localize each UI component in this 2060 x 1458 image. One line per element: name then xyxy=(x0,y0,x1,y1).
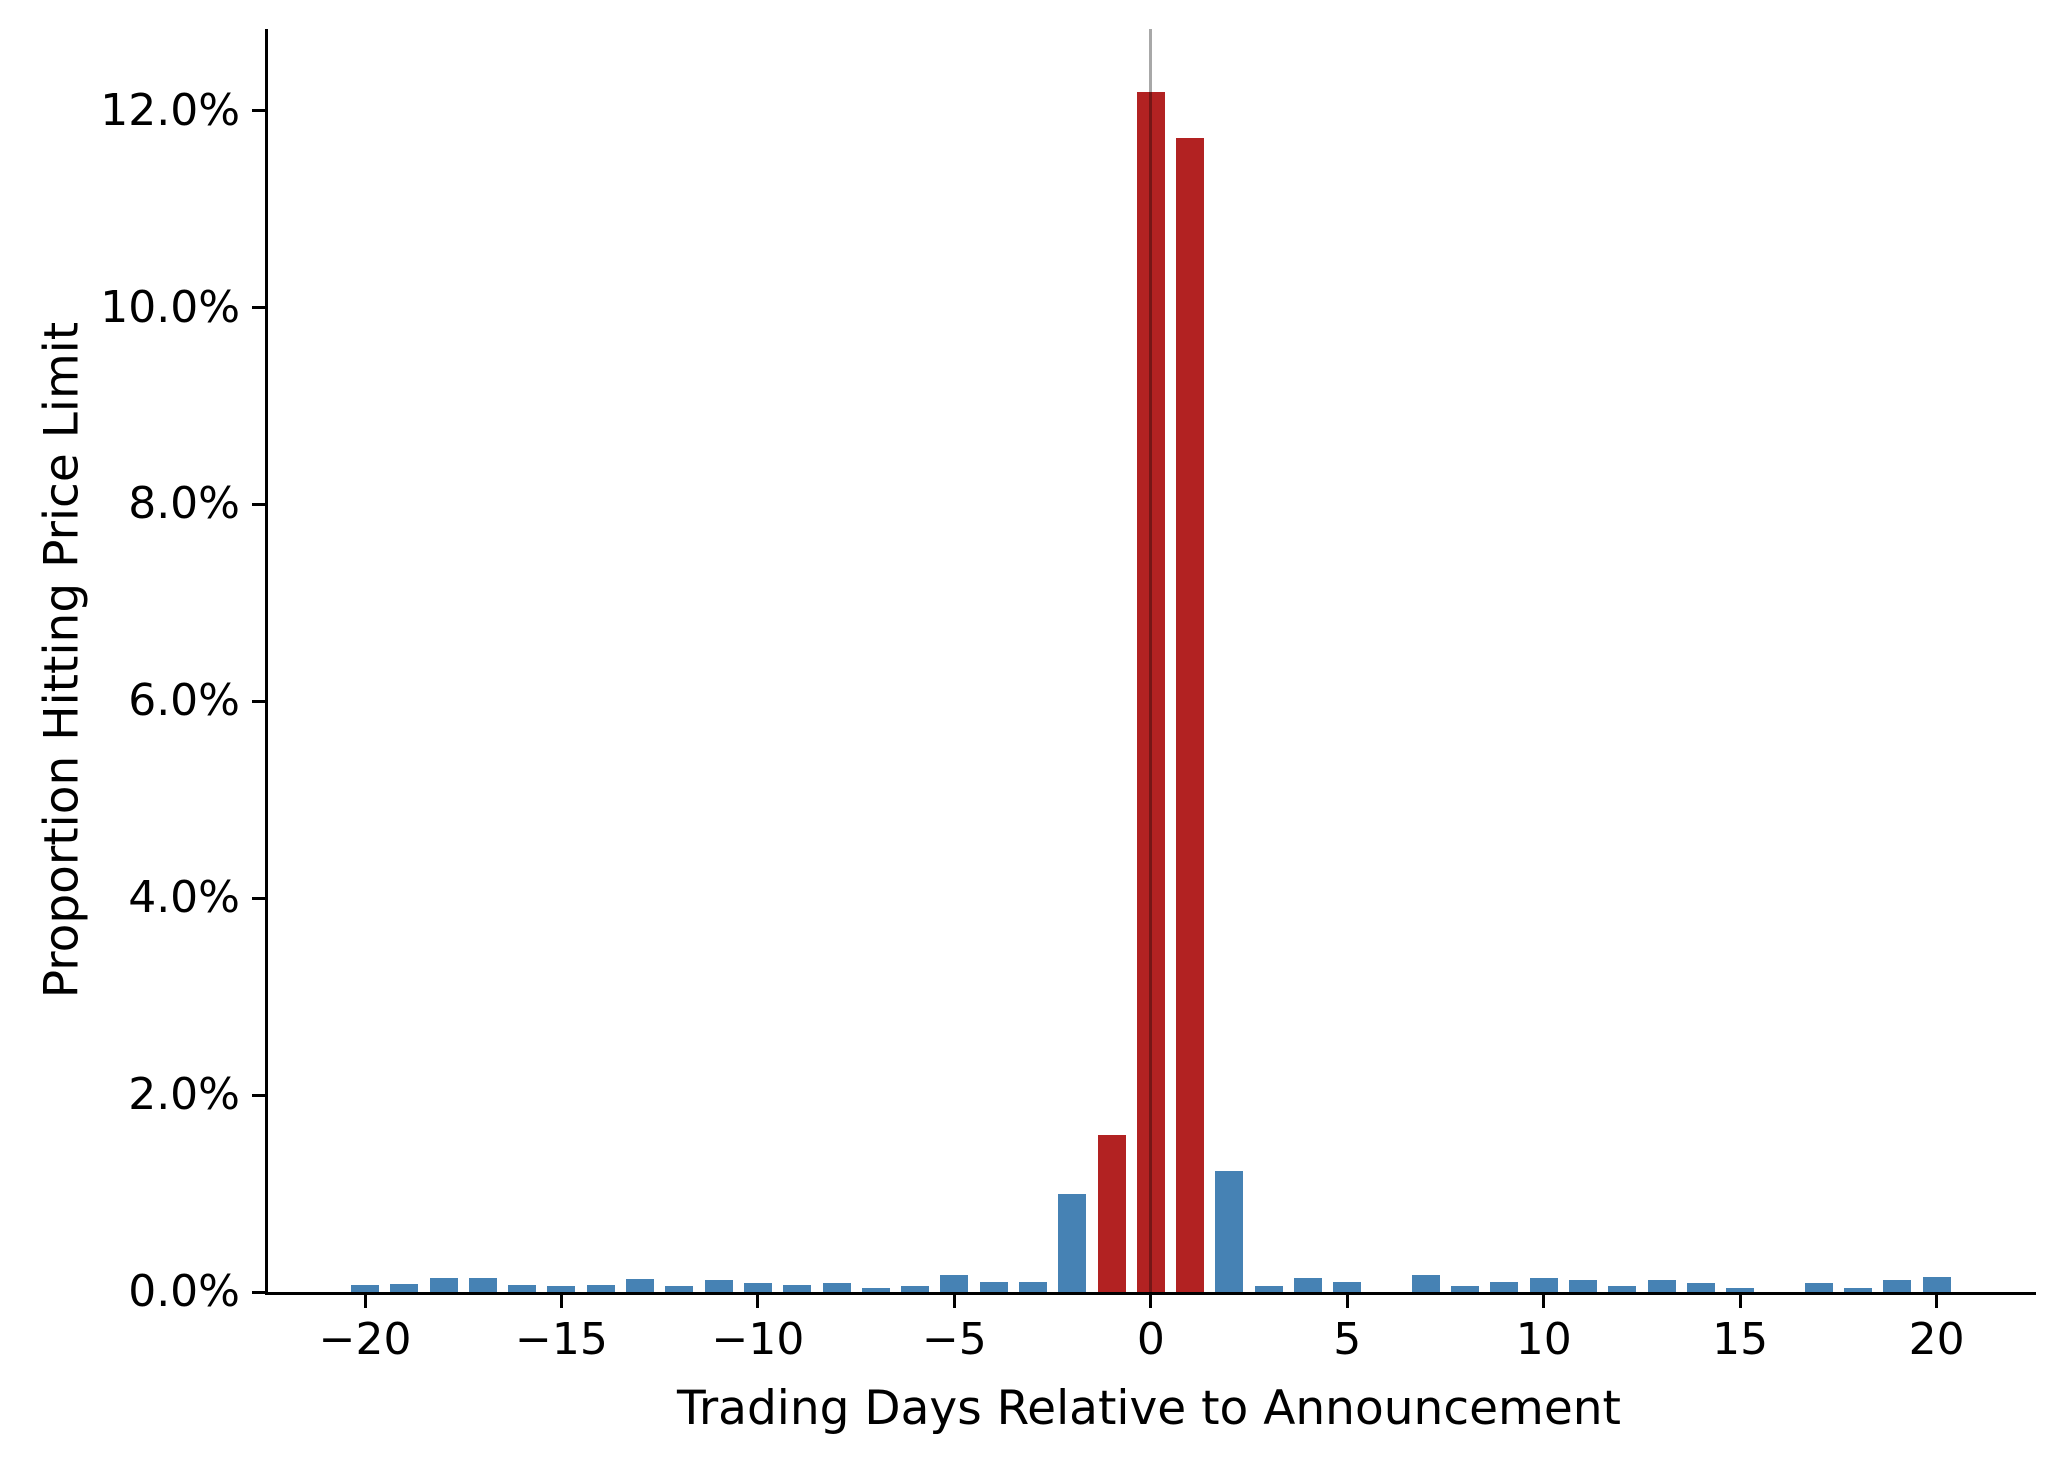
bar-day-11 xyxy=(1568,1280,1597,1292)
y-tick-label: 6.0% xyxy=(128,675,240,727)
y-tick-mark xyxy=(252,1093,265,1097)
bar-day--7 xyxy=(861,1288,890,1292)
y-tick-label: 8.0% xyxy=(128,478,240,530)
bar-day--9 xyxy=(783,1285,812,1292)
bar-day--6 xyxy=(901,1286,930,1292)
x-tick-label: −20 xyxy=(318,1314,412,1365)
bar-day-7 xyxy=(1411,1275,1440,1292)
x-tick-mark xyxy=(1149,1295,1153,1308)
bar-day--19 xyxy=(390,1284,419,1292)
bar-day--4 xyxy=(979,1282,1008,1292)
bar-day-2 xyxy=(1215,1170,1244,1292)
bar-day--17 xyxy=(468,1278,497,1292)
bar-day-19 xyxy=(1883,1280,1912,1292)
bar-day--1 xyxy=(1097,1134,1126,1292)
bar-day-0 xyxy=(1136,92,1165,1292)
x-tick-mark xyxy=(1738,1295,1742,1308)
x-tick-label: −15 xyxy=(515,1314,608,1365)
bar-day--10 xyxy=(743,1283,772,1292)
y-tick-mark xyxy=(252,109,265,113)
bar-day-17 xyxy=(1804,1283,1833,1292)
y-tick-mark xyxy=(252,502,265,506)
y-tick-label: 10.0% xyxy=(100,281,240,333)
x-tick-label: 10 xyxy=(1515,1314,1572,1365)
bar-day--3 xyxy=(1018,1282,1047,1292)
x-tick-mark xyxy=(952,1295,956,1308)
bar-day--14 xyxy=(586,1285,615,1292)
x-tick-mark xyxy=(363,1295,367,1308)
y-axis-label: Proportion Hitting Price Limit xyxy=(34,321,90,999)
bar-day-3 xyxy=(1254,1286,1283,1292)
plot-area: −20 −15 −10 −5 0 5 10 15 20 0.0% 2.0% 4.0% 6.0% 8.0%… xyxy=(100,29,2036,1362)
bar-day--11 xyxy=(704,1280,733,1292)
x-tick-label: 0 xyxy=(1136,1314,1165,1365)
bar-day--8 xyxy=(822,1283,851,1292)
bar-day--13 xyxy=(626,1279,655,1292)
y-tick-label: 4.0% xyxy=(128,872,240,924)
x-tick-label: −10 xyxy=(711,1314,805,1365)
x-tick-mark xyxy=(756,1295,760,1308)
y-tick-mark xyxy=(252,1290,265,1294)
x-tick-label: 15 xyxy=(1712,1314,1769,1365)
y-tick-mark xyxy=(252,699,265,703)
x-tick-mark xyxy=(559,1295,563,1308)
bar-day-10 xyxy=(1529,1278,1558,1292)
bar-day--2 xyxy=(1058,1193,1087,1292)
bar-day-12 xyxy=(1608,1286,1637,1292)
y-tick-mark xyxy=(252,896,265,900)
y-tick-mark xyxy=(252,306,265,310)
bar-day-4 xyxy=(1293,1278,1322,1292)
y-tick-label: 0.0% xyxy=(128,1266,240,1317)
x-tick-mark xyxy=(1345,1295,1349,1308)
bar-day--16 xyxy=(508,1285,537,1292)
bar-day--20 xyxy=(351,1285,380,1292)
bar-day-20 xyxy=(1922,1277,1951,1292)
x-axis-label: Trading Days Relative to Announcement xyxy=(677,1381,1621,1436)
y-tick-label: 12.0% xyxy=(100,84,240,136)
bar-day-1 xyxy=(1176,138,1205,1292)
x-tick-label: −5 xyxy=(921,1314,987,1365)
bar-day-5 xyxy=(1333,1282,1362,1292)
announcement-day-reference-line xyxy=(1149,29,1153,1292)
x-tick-label: 5 xyxy=(1333,1314,1362,1365)
bar-day-15 xyxy=(1726,1288,1755,1292)
bar-day--5 xyxy=(940,1275,969,1292)
x-tick-mark xyxy=(1935,1295,1939,1308)
bar-day-13 xyxy=(1647,1280,1676,1292)
bar-day-18 xyxy=(1844,1288,1873,1292)
bar-day--15 xyxy=(547,1286,576,1292)
bar-day-8 xyxy=(1451,1286,1480,1292)
x-tick-label: 20 xyxy=(1908,1314,1965,1365)
bar-day--12 xyxy=(665,1286,694,1292)
y-tick-label: 2.0% xyxy=(128,1069,240,1121)
bar-day--18 xyxy=(429,1278,458,1292)
bar-day-9 xyxy=(1490,1282,1519,1292)
x-tick-mark xyxy=(1542,1295,1546,1308)
bar-day-14 xyxy=(1686,1283,1715,1292)
